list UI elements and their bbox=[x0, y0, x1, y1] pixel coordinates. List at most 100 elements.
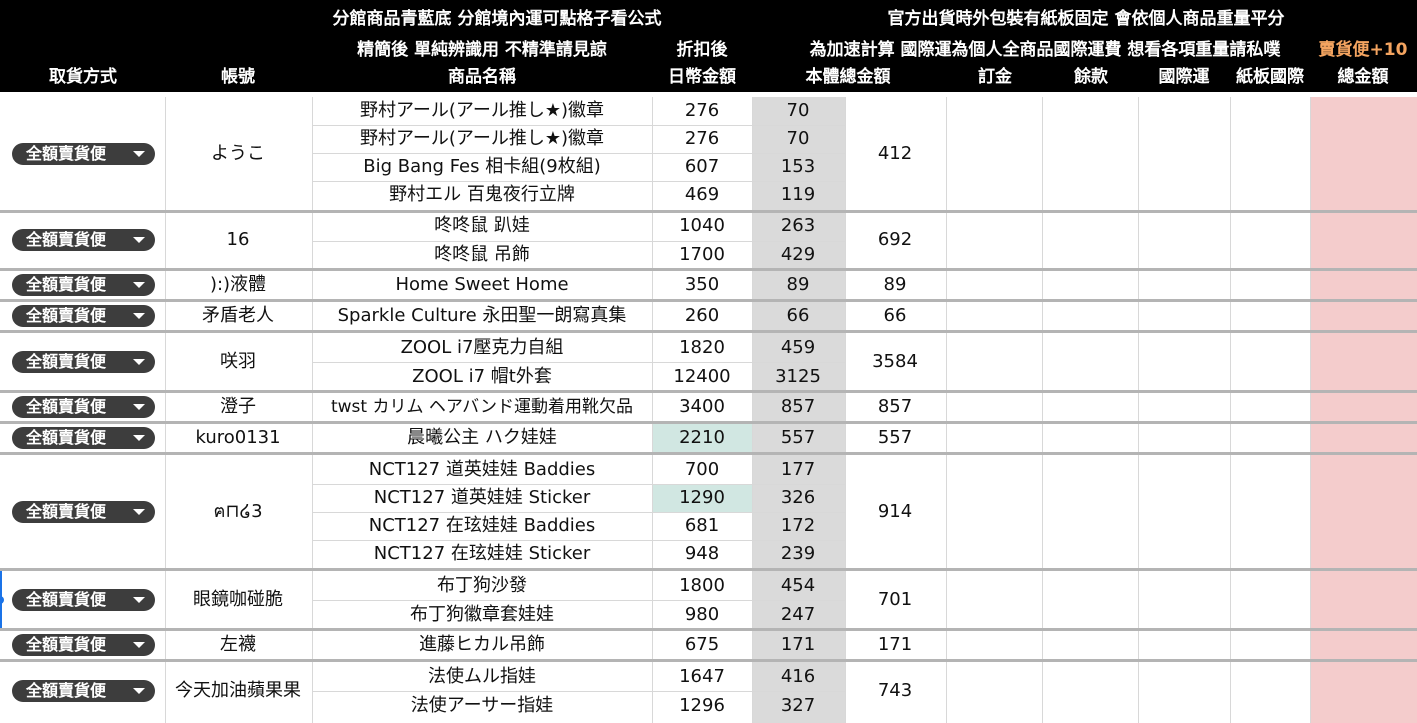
jpy-amount[interactable]: 469 bbox=[684, 184, 720, 205]
dropdown-arrow-icon[interactable] bbox=[133, 509, 145, 515]
dropdown-arrow-icon[interactable] bbox=[133, 151, 145, 157]
column-header-grand[interactable]: 總金額 bbox=[1337, 67, 1389, 87]
account-name[interactable]: ):)液體 bbox=[209, 274, 267, 295]
account-name[interactable]: 澄子 bbox=[220, 396, 256, 417]
jpy-amount[interactable]: 1290 bbox=[679, 487, 725, 508]
twd-amount[interactable]: 857 bbox=[780, 396, 816, 417]
twd-amount[interactable]: 66 bbox=[786, 305, 810, 326]
dropdown-arrow-icon[interactable] bbox=[133, 359, 145, 365]
product-name[interactable]: ZOOL i7 帽t外套 bbox=[412, 366, 552, 387]
twd-amount[interactable]: 239 bbox=[780, 543, 816, 564]
jpy-amount[interactable]: 700 bbox=[684, 459, 720, 480]
body-total[interactable]: 914 bbox=[877, 501, 913, 522]
dropdown-arrow-icon[interactable] bbox=[133, 404, 145, 410]
jpy-amount[interactable]: 276 bbox=[684, 100, 720, 121]
account-name[interactable]: 眼鏡咖碰脆 bbox=[193, 589, 283, 610]
body-total[interactable]: 89 bbox=[883, 274, 907, 295]
account-name[interactable]: kuro0131 bbox=[195, 427, 281, 448]
account-name[interactable]: 咲羽 bbox=[220, 351, 256, 372]
product-name[interactable]: NCT127 在玹娃娃 Sticker bbox=[373, 543, 591, 564]
twd-amount[interactable]: 172 bbox=[780, 515, 816, 536]
grand-total-cell[interactable] bbox=[1310, 302, 1417, 330]
grand-total-cell[interactable] bbox=[1310, 271, 1417, 299]
column-header-jpy[interactable]: 日幣金額 bbox=[668, 67, 736, 87]
body-total[interactable]: 412 bbox=[877, 143, 913, 164]
account-name[interactable]: 左襪 bbox=[220, 634, 256, 655]
column-header-board[interactable]: 紙板國際 bbox=[1236, 67, 1304, 87]
product-name[interactable]: NCT127 在玹娃娃 Baddies bbox=[368, 515, 596, 536]
product-name[interactable]: Big Bang Fes 相卡組(9枚組) bbox=[363, 156, 601, 177]
column-header-total[interactable]: 本體總金額 bbox=[805, 67, 891, 87]
jpy-amount[interactable]: 948 bbox=[684, 543, 720, 564]
product-name[interactable]: 晨曦公主 ハク娃娃 bbox=[407, 427, 557, 448]
grand-total-cell[interactable] bbox=[1310, 97, 1417, 210]
jpy-amount[interactable]: 1800 bbox=[679, 575, 725, 596]
highlighted-cell[interactable] bbox=[653, 484, 752, 512]
twd-amount[interactable]: 70 bbox=[786, 128, 810, 149]
jpy-amount[interactable]: 607 bbox=[684, 156, 720, 177]
grand-total-cell[interactable] bbox=[1310, 455, 1417, 568]
dropdown-arrow-icon[interactable] bbox=[133, 435, 145, 441]
column-header-product[interactable]: 商品名稱 bbox=[448, 67, 516, 87]
twd-amount[interactable]: 326 bbox=[780, 487, 816, 508]
twd-amount[interactable]: 119 bbox=[780, 184, 816, 205]
product-name[interactable]: twst カリム ヘアバンド運動着用靴欠品 bbox=[330, 397, 634, 417]
column-header-intl[interactable]: 國際運 bbox=[1158, 67, 1210, 87]
column-header-deposit[interactable]: 訂金 bbox=[978, 67, 1012, 87]
twd-amount[interactable]: 454 bbox=[780, 575, 816, 596]
account-name[interactable]: 矛盾老人 bbox=[202, 305, 274, 326]
product-name[interactable]: 進藤ヒカル吊飾 bbox=[419, 634, 545, 655]
twd-amount[interactable]: 171 bbox=[780, 634, 816, 655]
twd-amount[interactable]: 247 bbox=[780, 604, 816, 625]
dropdown-arrow-icon[interactable] bbox=[133, 313, 145, 319]
body-total[interactable]: 171 bbox=[877, 634, 913, 655]
body-total[interactable]: 692 bbox=[877, 229, 913, 250]
pickup-dropdown[interactable]: 全額賣貨便 bbox=[12, 589, 155, 611]
pickup-dropdown[interactable]: 全額賣貨便 bbox=[12, 351, 155, 373]
body-total[interactable]: 857 bbox=[877, 396, 913, 417]
body-total[interactable]: 743 bbox=[877, 680, 913, 701]
body-total[interactable]: 66 bbox=[883, 305, 907, 326]
dropdown-arrow-icon[interactable] bbox=[133, 688, 145, 694]
column-header-pickup[interactable]: 取貨方式 bbox=[49, 67, 117, 87]
product-name[interactable]: NCT127 道英娃娃 Baddies bbox=[368, 459, 596, 480]
dropdown-arrow-icon[interactable] bbox=[133, 237, 145, 243]
jpy-amount[interactable]: 276 bbox=[684, 128, 720, 149]
body-total[interactable]: 701 bbox=[877, 589, 913, 610]
pickup-dropdown[interactable]: 全額賣貨便 bbox=[12, 427, 155, 449]
product-name[interactable]: Home Sweet Home bbox=[395, 274, 569, 295]
jpy-amount[interactable]: 675 bbox=[684, 634, 720, 655]
product-name[interactable]: 布丁狗徽章套娃娃 bbox=[410, 604, 554, 625]
jpy-amount[interactable]: 1820 bbox=[679, 337, 725, 358]
selection-handle-icon[interactable] bbox=[0, 596, 4, 604]
jpy-amount[interactable]: 1647 bbox=[679, 666, 725, 687]
jpy-amount[interactable]: 1296 bbox=[679, 695, 725, 716]
pickup-dropdown[interactable]: 全額賣貨便 bbox=[12, 143, 155, 165]
jpy-amount[interactable]: 980 bbox=[684, 604, 720, 625]
twd-amount[interactable]: 3125 bbox=[775, 366, 821, 387]
dropdown-arrow-icon[interactable] bbox=[133, 282, 145, 288]
account-name[interactable]: 今天加油蘋果果 bbox=[175, 680, 301, 701]
grand-total-cell[interactable] bbox=[1310, 631, 1417, 659]
twd-amount[interactable]: 327 bbox=[780, 695, 816, 716]
jpy-amount[interactable]: 12400 bbox=[673, 366, 731, 387]
jpy-amount[interactable]: 260 bbox=[684, 305, 720, 326]
jpy-amount[interactable]: 2210 bbox=[679, 427, 725, 448]
twd-amount[interactable]: 557 bbox=[780, 427, 816, 448]
twd-amount[interactable]: 263 bbox=[780, 215, 816, 236]
product-name[interactable]: 咚咚鼠 吊飾 bbox=[434, 244, 530, 265]
product-name[interactable]: 法使ムル指娃 bbox=[428, 666, 536, 687]
account-name[interactable]: 16 bbox=[226, 229, 250, 250]
grand-total-cell[interactable] bbox=[1310, 393, 1417, 421]
product-name[interactable]: 布丁狗沙發 bbox=[437, 575, 527, 596]
account-name[interactable]: ようこ bbox=[211, 143, 265, 164]
grand-total-cell[interactable] bbox=[1310, 571, 1417, 628]
column-header-balance[interactable]: 餘款 bbox=[1074, 67, 1108, 87]
twd-amount[interactable]: 70 bbox=[786, 100, 810, 121]
jpy-amount[interactable]: 350 bbox=[684, 274, 720, 295]
jpy-amount[interactable]: 1700 bbox=[679, 244, 725, 265]
pickup-dropdown[interactable]: 全額賣貨便 bbox=[12, 501, 155, 523]
body-total[interactable]: 557 bbox=[877, 427, 913, 448]
grand-total-cell[interactable] bbox=[1310, 662, 1417, 723]
account-name[interactable]: ฅ⊓໒3 bbox=[213, 501, 263, 522]
